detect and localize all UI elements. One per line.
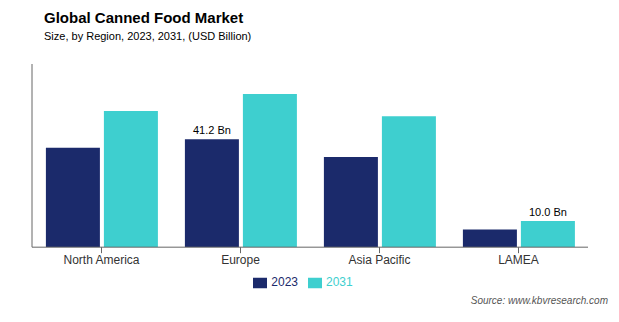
html-text:Size, by Region, 2023, 2031, (: Size, by Region, 2023, 2031, (USD Billio… xyxy=(44,30,252,42)
html-text:Global Canned Food Market: Global Canned Food Market xyxy=(44,9,244,26)
svg-text:Europe: Europe xyxy=(221,253,260,267)
html-text:2031: 2031 xyxy=(326,275,353,290)
svg-text:North America: North America xyxy=(63,253,139,267)
svg-text:10.0 Bn: 10.0 Bn xyxy=(529,206,567,218)
svg-text:Asia Pacific: Asia Pacific xyxy=(348,253,410,267)
svg-text:LAMEA: LAMEA xyxy=(498,253,539,267)
html-text:2023: 2023 xyxy=(271,275,298,290)
html-text:Source: www.kbvresearch.com: Source: www.kbvresearch.com xyxy=(470,295,608,306)
svg-text:41.2 Bn: 41.2 Bn xyxy=(193,124,231,136)
